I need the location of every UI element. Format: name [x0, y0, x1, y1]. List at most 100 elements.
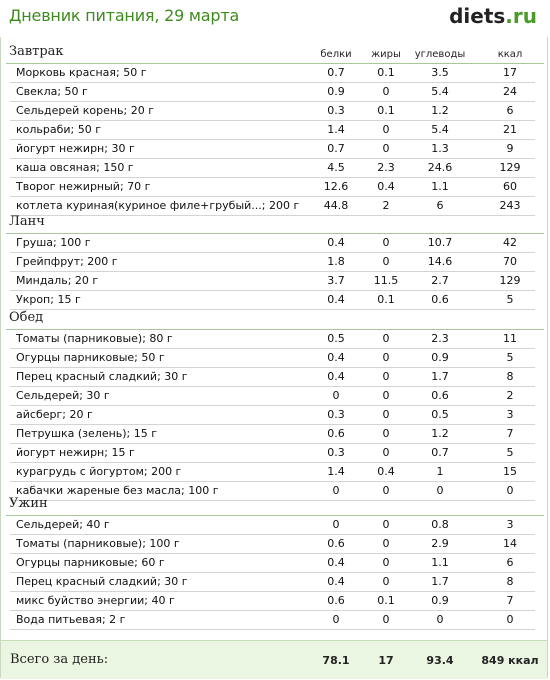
food-row[interactable]: котлета куриная(куриное филе+грубый...; …	[10, 197, 535, 216]
food-name: Сельдерей корень; 20 г	[16, 102, 306, 120]
food-row[interactable]: Укроп; 15 г 0.4 0.1 0.6 5	[10, 291, 535, 310]
food-name: Огурцы парниковые; 60 г	[16, 554, 306, 572]
food-carbs: 1	[405, 463, 475, 481]
food-row[interactable]: Миндаль; 20 г 3.7 11.5 2.7 129	[10, 272, 535, 291]
food-name: Огурцы парниковые; 50 г	[16, 349, 306, 367]
page-title: Дневник питания, 29 марта	[9, 6, 239, 25]
meal-items-table: Томаты (парниковые); 80 г 0.5 0 2.3 11 Огурцы…	[10, 330, 535, 501]
food-carbs: 5.4	[405, 83, 475, 101]
food-row[interactable]: Перец красный сладкий; 30 г 0.4 0 1.7 8	[10, 573, 535, 592]
food-kcal: 5	[480, 349, 540, 367]
meal-items-table: Груша; 100 г 0.4 0 10.7 42 Грейпфрут; 200 г 1.…	[10, 234, 535, 310]
food-row[interactable]: Грейпфрут; 200 г 1.8 0 14.6 70	[10, 253, 535, 272]
food-carbs: 0	[405, 482, 475, 500]
food-row[interactable]: айсберг; 20 г 0.3 0 0.5 3	[10, 406, 535, 425]
food-carbs: 1.7	[405, 573, 475, 591]
food-row[interactable]: Огурцы парниковые; 50 г 0.4 0 0.9 5	[10, 349, 535, 368]
food-carbs: 0.6	[405, 387, 475, 405]
food-name: айсберг; 20 г	[16, 406, 306, 424]
food-carbs: 1.2	[405, 425, 475, 443]
food-kcal: 0	[480, 611, 540, 629]
total-kcal: 849 ккал	[475, 654, 545, 667]
food-row[interactable]: каша овсяная; 150 г 4.5 2.3 24.6 129	[10, 159, 535, 178]
food-carbs: 2.9	[405, 535, 475, 553]
food-row[interactable]: йогурт нежирн; 15 г 0.3 0 0.7 5	[10, 444, 535, 463]
food-row[interactable]: Томаты (парниковые); 100 г 0.6 0 2.9 14	[10, 535, 535, 554]
food-name: йогурт нежирн; 30 г	[16, 140, 306, 158]
food-carbs: 0.9	[405, 349, 475, 367]
food-row[interactable]: Сельдерей; 40 г 0 0 0.8 3	[10, 516, 535, 535]
food-carbs: 0.7	[405, 444, 475, 462]
food-kcal: 8	[480, 368, 540, 386]
food-row[interactable]: Огурцы парниковые; 60 г 0.4 0 1.1 6	[10, 554, 535, 573]
logo-main: diets	[449, 4, 505, 28]
food-kcal: 15	[480, 463, 540, 481]
food-row[interactable]: курагрудь с йогуртом; 200 г 1.4 0.4 1 15	[10, 463, 535, 482]
food-name: Вода питьевая; 2 г	[16, 611, 306, 629]
meal-section-title: Завтрак	[9, 44, 64, 59]
food-kcal: 243	[480, 197, 540, 215]
food-kcal: 8	[480, 573, 540, 591]
food-kcal: 7	[480, 425, 540, 443]
daily-total: Всего за день: 78.1 17 93.4 849 ккал	[1, 640, 547, 679]
logo-suffix: .ru	[505, 4, 537, 28]
food-carbs: 5.4	[405, 121, 475, 139]
food-kcal: 21	[480, 121, 540, 139]
food-kcal: 70	[480, 253, 540, 271]
food-name: Томаты (парниковые); 100 г	[16, 535, 306, 553]
food-carbs: 1.3	[405, 140, 475, 158]
food-name: Творог нежирный; 70 г	[16, 178, 306, 196]
food-row[interactable]: Перец красный сладкий; 30 г 0.4 0 1.7 8	[10, 368, 535, 387]
food-carbs: 0.8	[405, 516, 475, 534]
food-row[interactable]: Творог нежирный; 70 г 12.6 0.4 1.1 60	[10, 178, 535, 197]
food-kcal: 3	[480, 406, 540, 424]
food-carbs: 6	[405, 197, 475, 215]
food-kcal: 129	[480, 272, 540, 290]
food-kcal: 129	[480, 159, 540, 177]
food-row[interactable]: Сельдерей; 30 г 0 0 0.6 2	[10, 387, 535, 406]
food-kcal: 14	[480, 535, 540, 553]
food-carbs: 0.6	[405, 291, 475, 309]
food-kcal: 6	[480, 102, 540, 120]
food-name: Петрушка (зелень); 15 г	[16, 425, 306, 443]
food-row[interactable]: кольраби; 50 г 1.4 0 5.4 21	[10, 121, 535, 140]
food-row[interactable]: Томаты (парниковые); 80 г 0.5 0 2.3 11	[10, 330, 535, 349]
food-kcal: 17	[480, 64, 540, 82]
column-header-carbs: углеводы	[405, 49, 475, 60]
food-carbs: 14.6	[405, 253, 475, 271]
food-row[interactable]: йогурт нежирн; 30 г 0.7 0 1.3 9	[10, 140, 535, 159]
food-kcal: 42	[480, 234, 540, 252]
meal-items-table: Морковь красная; 50 г 0.7 0.1 3.5 17 Свекла; …	[10, 64, 535, 216]
food-name: кабачки жареные без масла; 100 г	[16, 482, 306, 500]
meal-items-table: Сельдерей; 40 г 0 0 0.8 3 Томаты (парниковые)…	[10, 516, 535, 630]
food-name: микс буйство энергии; 40 г	[16, 592, 306, 610]
meal-section-title: Обед	[9, 310, 43, 325]
food-row[interactable]: Морковь красная; 50 г 0.7 0.1 3.5 17	[10, 64, 535, 83]
food-name: Перец красный сладкий; 30 г	[16, 368, 306, 386]
site-logo[interactable]: diets.ru	[449, 4, 537, 28]
food-name: каша овсяная; 150 г	[16, 159, 306, 177]
food-row[interactable]: Вода питьевая; 2 г 0 0 0 0	[10, 611, 535, 630]
page-header: Дневник питания, 29 марта diets.ru	[0, 0, 550, 36]
food-kcal: 2	[480, 387, 540, 405]
food-carbs: 1.1	[405, 554, 475, 572]
food-kcal: 60	[480, 178, 540, 196]
food-name: Сельдерей; 40 г	[16, 516, 306, 534]
food-row[interactable]: микс буйство энергии; 40 г 0.6 0.1 0.9 7	[10, 592, 535, 611]
food-kcal: 0	[480, 482, 540, 500]
food-carbs: 1.7	[405, 368, 475, 386]
food-carbs: 0	[405, 611, 475, 629]
food-name: Сельдерей; 30 г	[16, 387, 306, 405]
food-row[interactable]: Груша; 100 г 0.4 0 10.7 42	[10, 234, 535, 253]
food-name: курагрудь с йогуртом; 200 г	[16, 463, 306, 481]
food-row[interactable]: Свекла; 50 г 0.9 0 5.4 24	[10, 83, 535, 102]
food-row[interactable]: кабачки жареные без масла; 100 г 0 0 0 0	[10, 482, 535, 501]
food-row[interactable]: Петрушка (зелень); 15 г 0.6 0 1.2 7	[10, 425, 535, 444]
food-carbs: 10.7	[405, 234, 475, 252]
food-row[interactable]: Сельдерей корень; 20 г 0.3 0.1 1.2 6	[10, 102, 535, 121]
food-carbs: 24.6	[405, 159, 475, 177]
food-carbs: 3.5	[405, 64, 475, 82]
food-name: Перец красный сладкий; 30 г	[16, 573, 306, 591]
total-carbs: 93.4	[405, 654, 475, 667]
food-name: Свекла; 50 г	[16, 83, 306, 101]
